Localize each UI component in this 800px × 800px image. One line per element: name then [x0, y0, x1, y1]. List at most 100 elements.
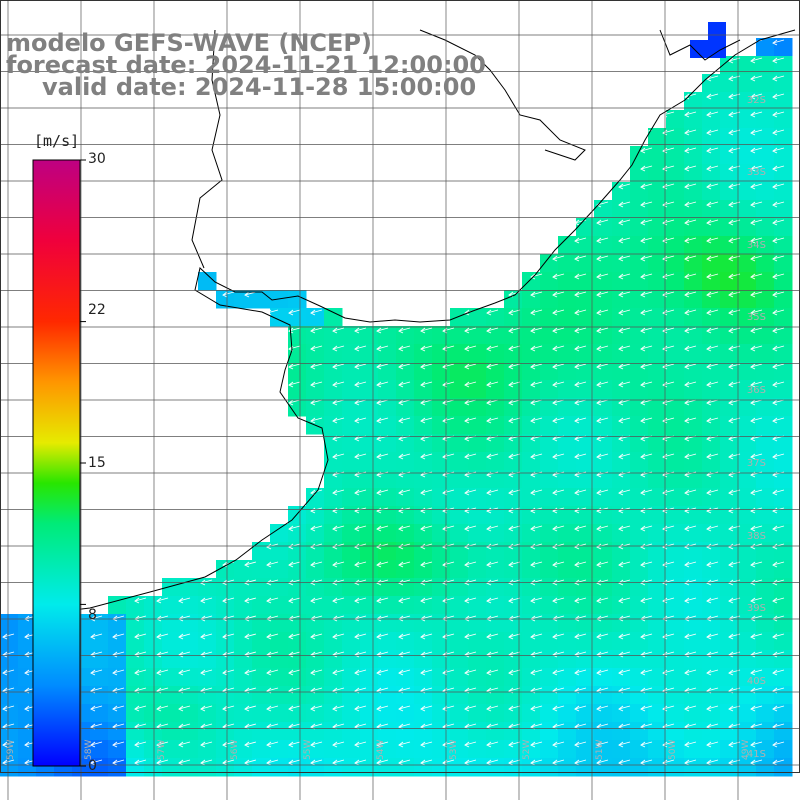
wind-arrow: [618, 381, 631, 386]
wind-cell: [720, 200, 739, 219]
wind-arrow: [508, 363, 521, 368]
wind-arrow-head: [596, 633, 602, 640]
wind-arrow: [640, 651, 653, 656]
wind-cell: [270, 578, 289, 597]
wind-arrow-head: [376, 345, 382, 352]
wind-cell: [486, 524, 505, 543]
wind-cell: [612, 236, 631, 255]
wind-cell: [162, 650, 181, 669]
wind-arrow: [244, 597, 257, 602]
wind-arrow-head: [706, 255, 712, 262]
wind-arrow: [376, 489, 389, 494]
wind-arrow-head: [354, 543, 360, 550]
wind-arrow: [596, 291, 609, 296]
wind-arrow: [684, 219, 697, 224]
wind-arrow: [508, 669, 521, 674]
wind-arrow-head: [332, 417, 338, 424]
wind-arrow-head: [750, 705, 756, 712]
wind-cell: [234, 722, 253, 741]
wind-cell: [690, 40, 708, 58]
wind-arrow-head: [332, 543, 338, 550]
wind-arrow-head: [332, 435, 338, 442]
wind-cell: [360, 614, 379, 633]
wind-arrow: [134, 597, 147, 602]
wind-arrow: [640, 759, 653, 764]
wind-cell: [774, 146, 793, 165]
wind-arrow-head: [772, 561, 778, 568]
wind-arrow: [684, 183, 697, 188]
wind-arrow-head: [156, 741, 162, 748]
wind-arrow-head: [574, 237, 580, 244]
wind-cell: [774, 506, 793, 525]
wind-cell: [360, 668, 379, 687]
wind-cell: [558, 290, 577, 309]
wind-arrow: [310, 525, 323, 530]
wind-cell: [414, 362, 433, 381]
wind-arrow-head: [684, 399, 690, 406]
wind-cell: [396, 380, 415, 399]
wind-cell: [414, 560, 433, 579]
wind-cell: [630, 506, 649, 525]
wind-cell: [504, 506, 523, 525]
wind-cell: [216, 686, 235, 705]
coastline: [39, 29, 796, 615]
wind-arrow: [178, 633, 191, 638]
wind-cell: [324, 668, 343, 687]
wind-arrow-head: [24, 741, 30, 748]
wind-arrow: [112, 705, 125, 710]
wind-arrow: [134, 723, 147, 728]
wind-arrow: [618, 543, 631, 548]
wind-arrow-head: [508, 309, 514, 316]
wind-arrow: [772, 633, 785, 638]
wind-arrow-head: [728, 219, 734, 226]
wind-arrow-head: [354, 417, 360, 424]
wind-arrow: [640, 471, 653, 476]
wind-arrow: [134, 705, 147, 710]
wind-arrow-head: [222, 651, 228, 658]
wind-cell: [378, 416, 397, 435]
wind-arrow-head: [574, 561, 580, 568]
wind-arrow-head: [640, 381, 646, 388]
wind-arrow: [750, 741, 763, 746]
wind-cell: [666, 200, 685, 219]
wind-arrow: [442, 741, 455, 746]
wind-arrow-head: [706, 273, 712, 280]
wind-cell: [504, 614, 523, 633]
wind-cell: [306, 560, 325, 579]
wind-cell: [486, 668, 505, 687]
wind-arrow-head: [618, 201, 624, 208]
wind-arrow-head: [772, 435, 778, 442]
wind-cell: [486, 344, 505, 363]
wind-arrow: [398, 687, 411, 692]
wind-arrow: [266, 309, 279, 314]
wind-cell: [360, 560, 379, 579]
wind-arrow-head: [750, 399, 756, 406]
wind-cell: [270, 740, 289, 759]
wind-cell: [306, 668, 325, 687]
wind-cell: [702, 362, 721, 381]
wind-cell: [450, 380, 469, 399]
wind-arrow-head: [376, 417, 382, 424]
wind-cell: [270, 560, 289, 579]
wind-arrow-head: [750, 417, 756, 424]
wind-arrow-head: [728, 111, 734, 118]
wind-arrow-head: [618, 417, 624, 424]
land-mask: [39, 29, 796, 615]
wind-arrow-head: [464, 507, 470, 514]
wind-arrow: [772, 417, 785, 422]
wind-arrow: [244, 633, 257, 638]
wind-arrow: [574, 651, 587, 656]
wind-cell: [684, 686, 703, 705]
wind-arrow-head: [684, 129, 690, 136]
wind-cell: [468, 362, 487, 381]
wind-arrow: [618, 327, 631, 332]
wind-cell: [630, 290, 649, 309]
wind-arrow-head: [640, 435, 646, 442]
wind-arrow: [2, 741, 15, 746]
wind-arrow: [200, 723, 213, 728]
wind-cell: [558, 308, 577, 327]
wind-cell: [576, 452, 595, 471]
wind-cell: [306, 380, 325, 399]
wind-arrow: [772, 687, 785, 692]
wind-arrow-head: [662, 129, 668, 136]
